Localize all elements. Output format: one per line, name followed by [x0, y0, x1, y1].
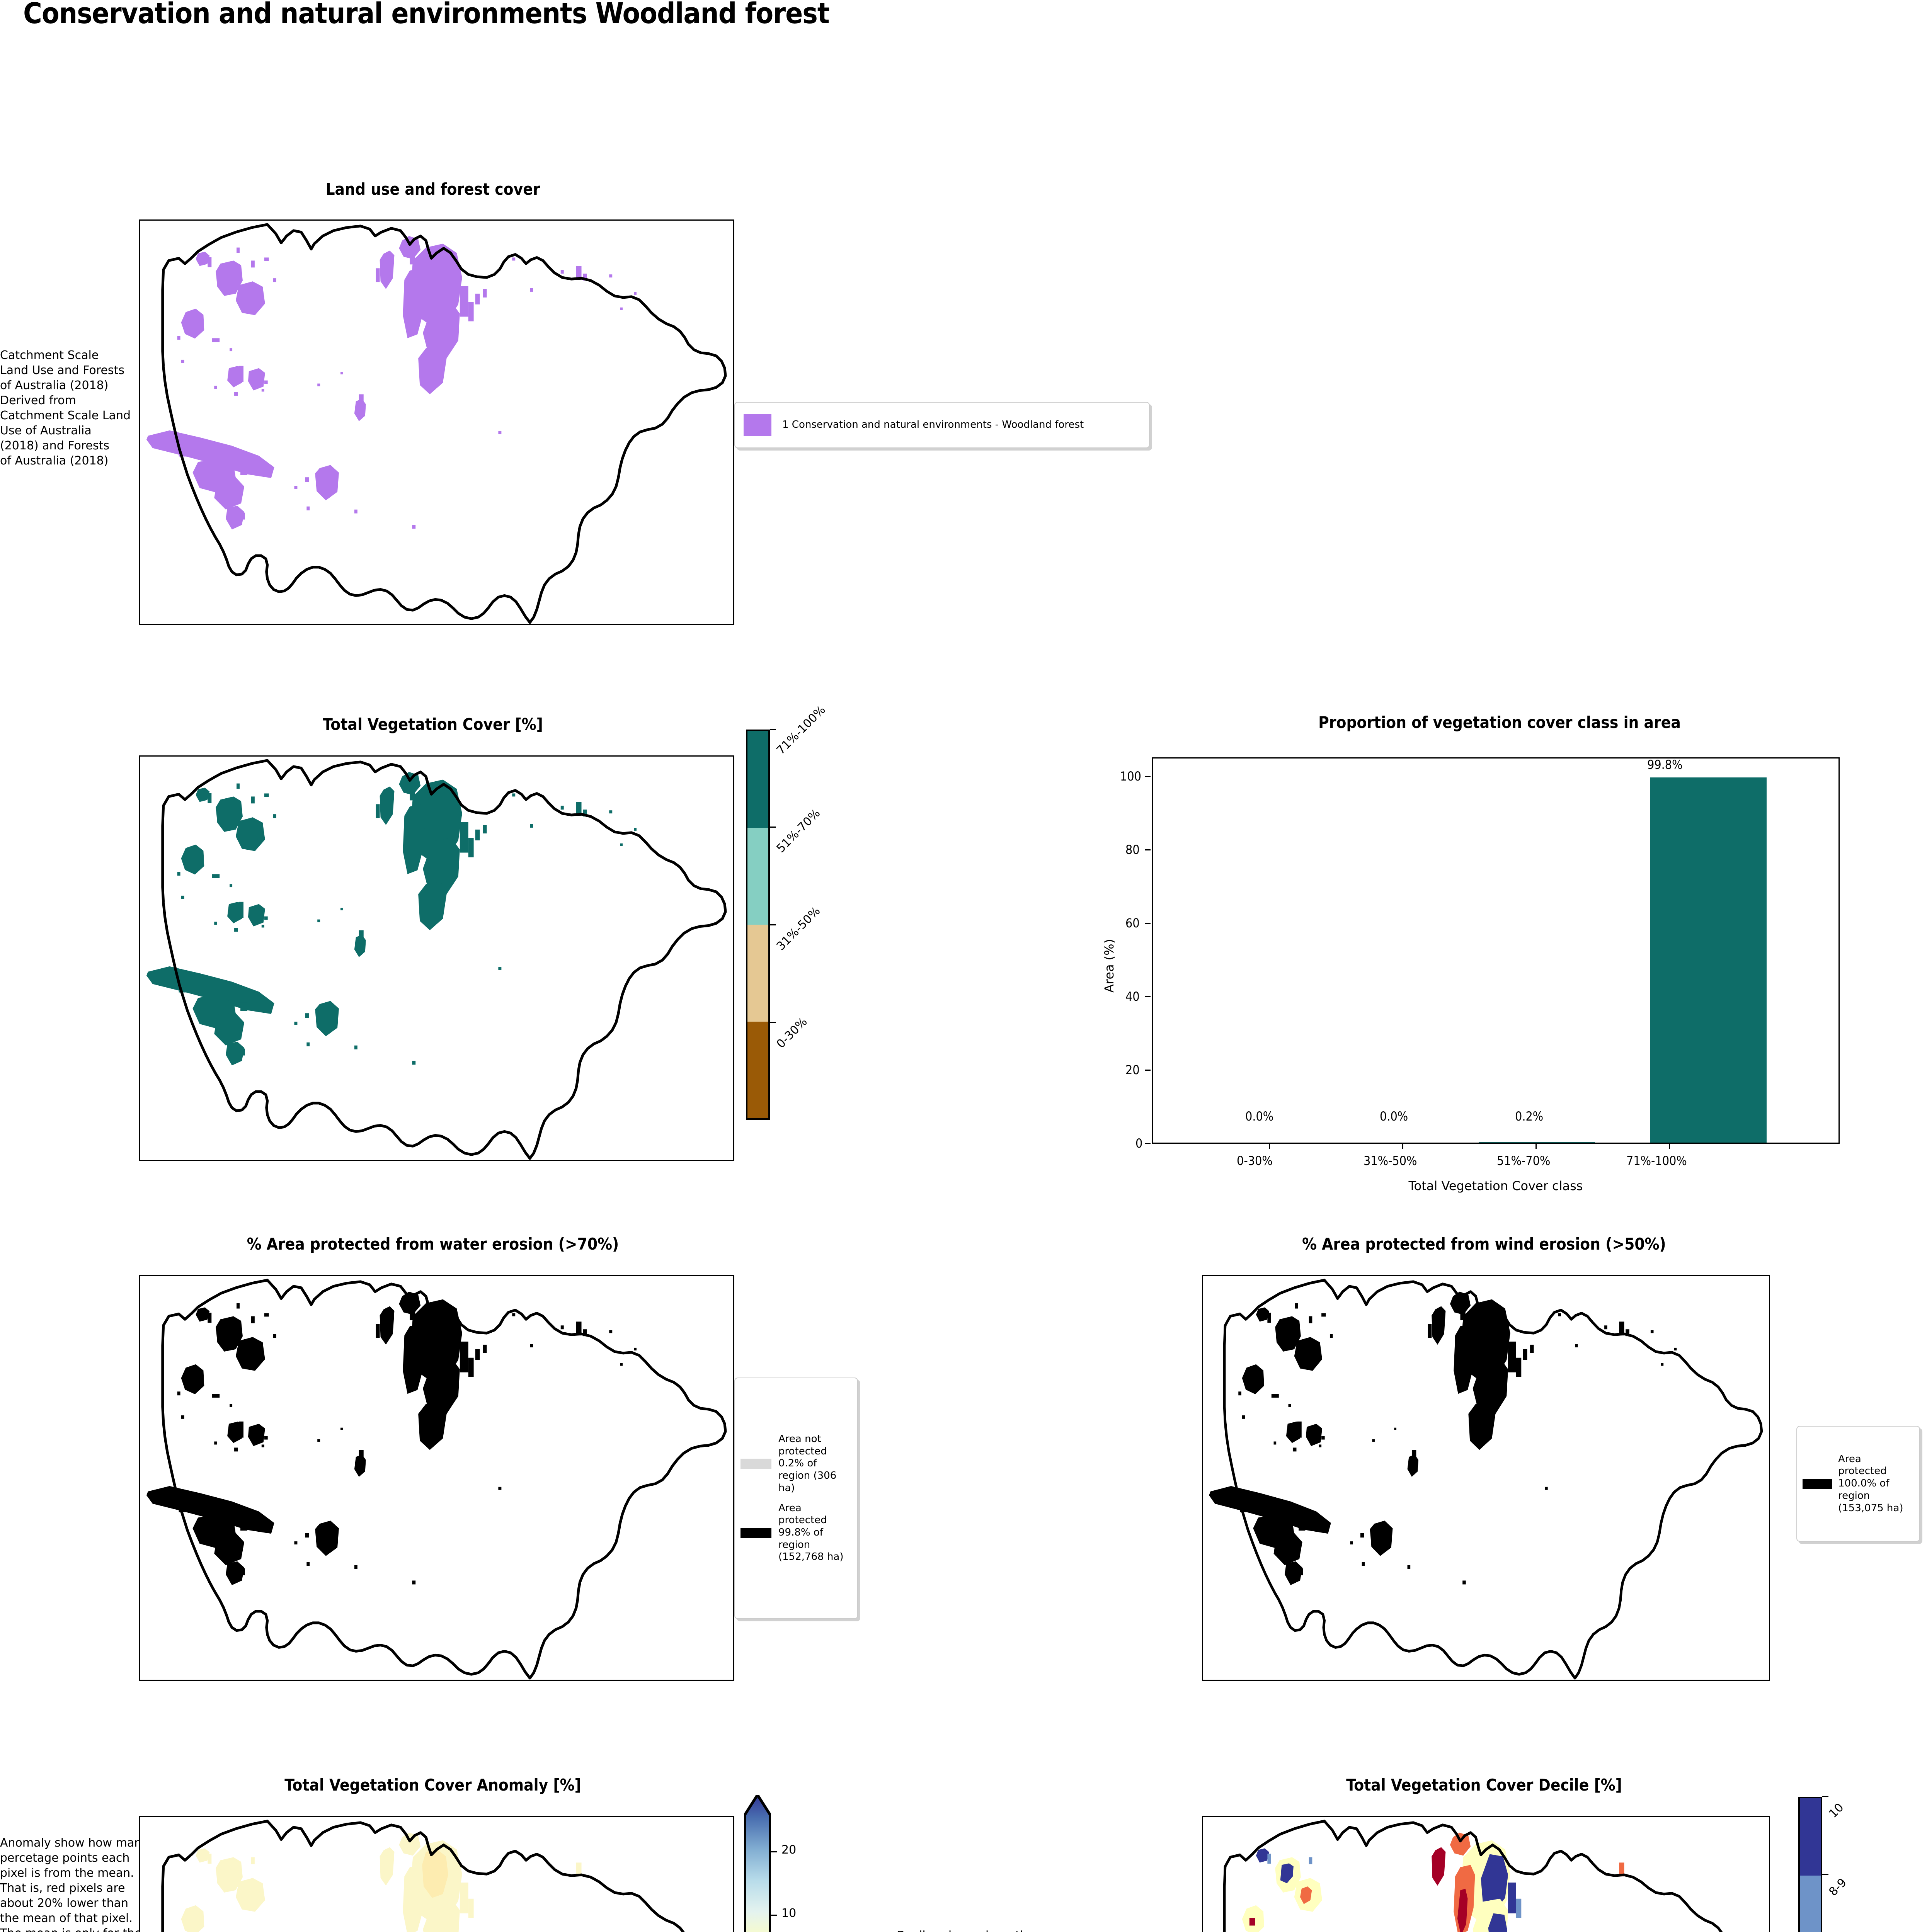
cbar-seg-71-100 [747, 731, 768, 828]
anomaly-explainer-note: Anomaly show how many percetage points e… [0, 1836, 149, 1932]
colorbar-decile [1798, 1797, 1822, 1932]
map-anomaly [139, 1816, 734, 1932]
map-wind-erosion-svg [1209, 1279, 1763, 1680]
ytick-0: 0 [1135, 1136, 1143, 1151]
cbar-label-decile-8-9: 8-9 [1826, 1876, 1850, 1899]
cbar-seg-0-30 [747, 1021, 768, 1118]
bar-71-100 [1650, 777, 1767, 1143]
legend-label-area-not-protected: Area not protected 0.2% of region (306 h… [778, 1433, 837, 1494]
panel-title-anomaly: Total Vegetation Cover Anomaly [%] [284, 1776, 581, 1794]
cbar-label-0-30: 0-30% [774, 1015, 810, 1051]
legend-item-protected: Area protected 99.8% of region (152,768 … [740, 1502, 846, 1564]
map-veg-cover-svg [146, 759, 727, 1160]
bar-value-71-100: 99.8% [1647, 757, 1683, 772]
legend-label-area-protected: Area protected 99.8% of region (152,768 … [778, 1502, 844, 1563]
cbar-seg-31-50 [747, 925, 768, 1022]
cbar-seg-51-70 [747, 828, 768, 925]
landuse-source-note: Catchment Scale Land Use and Forests of … [0, 349, 131, 468]
ytick-20: 20 [1125, 1063, 1140, 1077]
cbar-anomaly-tick-20: 20 [781, 1843, 797, 1857]
cbar-label-decile-10: 10 [1826, 1801, 1847, 1821]
cbar-label-51-70: 51%-70% [774, 806, 823, 855]
map-wind-erosion [1202, 1275, 1770, 1681]
map-water-erosion-svg [146, 1279, 727, 1680]
map-veg-cover [139, 755, 734, 1161]
panel-title-water-erosion: % Area protected from water erosion (>70… [247, 1235, 619, 1253]
decile-patches [1242, 1832, 1624, 1932]
legend-landuse: 1 Conservation and natural environments … [734, 402, 1150, 448]
legend-swatch-woodland-forest [744, 414, 771, 436]
colorbar-anomaly [744, 1795, 771, 1932]
bar-value-31-50: 0.0% [1380, 1109, 1408, 1124]
ytick-40: 40 [1125, 989, 1140, 1004]
ytick-60: 60 [1125, 916, 1140, 930]
xtick-0-30: 0-30% [1237, 1153, 1273, 1168]
bar-51-70 [1478, 1142, 1595, 1143]
veg-cover-patches [146, 772, 637, 1066]
state-outline [161, 223, 727, 624]
legend-item: 1 Conservation and natural environments … [744, 414, 1084, 436]
page-title: Conservation and natural environments Wo… [23, 0, 830, 30]
legend-label-woodland-forest: 1 Conservation and natural environments … [782, 419, 1084, 431]
colorbar-veg-cover [746, 730, 770, 1120]
map-decile-svg [1223, 1820, 1723, 1932]
state-outline [1223, 1820, 1723, 1932]
map-water-erosion [139, 1275, 734, 1681]
decile-explainer-note: Deciles show where the pixel value lies … [897, 1928, 1059, 1932]
cbar-anomaly-tick-10: 10 [781, 1906, 797, 1920]
state-outline [161, 1279, 727, 1680]
bar-chart-ylabel: Area (%) [1102, 939, 1117, 993]
legend-swatch-area-protected [740, 1527, 771, 1538]
state-outline [161, 1820, 685, 1932]
anomaly-patches [181, 1832, 582, 1932]
anomaly-patches-warm [422, 1849, 448, 1898]
water-erosion-patches [146, 1291, 637, 1585]
xtick-31-50: 31%-50% [1364, 1153, 1417, 1168]
legend-swatch-area-not-protected [740, 1459, 771, 1469]
landuse-patches [146, 236, 637, 530]
bar-value-51-70: 0.2% [1515, 1109, 1544, 1124]
legend-water-erosion: Area not protected 0.2% of region (306 h… [734, 1378, 858, 1619]
panel-title-decile: Total Vegetation Cover Decile [%] [1346, 1776, 1622, 1794]
wind-erosion-patches [1209, 1291, 1677, 1585]
chart-title-proportion: Proportion of vegetation cover class in … [1318, 713, 1681, 732]
map-landuse-svg [146, 223, 727, 624]
cbar-seg-8-9 [1800, 1876, 1821, 1932]
cbar-label-31-50: 31%-50% [774, 904, 823, 953]
map-landuse [139, 219, 734, 625]
panel-title-veg-cover: Total Vegetation Cover [%] [323, 715, 543, 734]
bar-chart-xlabel: Total Vegetation Cover class [1408, 1179, 1583, 1193]
bar-value-0-30: 0.0% [1245, 1109, 1274, 1124]
panel-title-wind-erosion: % Area protected from wind erosion (>50%… [1302, 1235, 1666, 1253]
legend-swatch-area-protected [1803, 1479, 1832, 1489]
legend-item-protected: Area protected 100.0% of region (153,075… [1803, 1453, 1908, 1515]
ytick-100: 100 [1120, 769, 1141, 784]
ytick-80: 80 [1125, 842, 1140, 857]
bar-chart-axes [1152, 757, 1840, 1144]
xtick-51-70: 51%-70% [1497, 1153, 1551, 1168]
cbar-seg-10 [1800, 1798, 1821, 1876]
map-anomaly-svg [161, 1820, 685, 1932]
state-outline [161, 759, 727, 1160]
panel-title-landuse: Land use and forest cover [325, 180, 540, 199]
state-outline [1223, 1279, 1763, 1680]
legend-label-area-protected: Area protected 100.0% of region (153,075… [1838, 1453, 1903, 1514]
legend-wind-erosion: Area protected 100.0% of region (153,075… [1796, 1426, 1920, 1542]
cbar-label-71-100: 71%-100% [774, 703, 828, 757]
legend-item-not-protected: Area not protected 0.2% of region (306 h… [740, 1433, 846, 1495]
xtick-71-100: 71%-100% [1626, 1153, 1687, 1168]
map-decile [1202, 1816, 1770, 1932]
